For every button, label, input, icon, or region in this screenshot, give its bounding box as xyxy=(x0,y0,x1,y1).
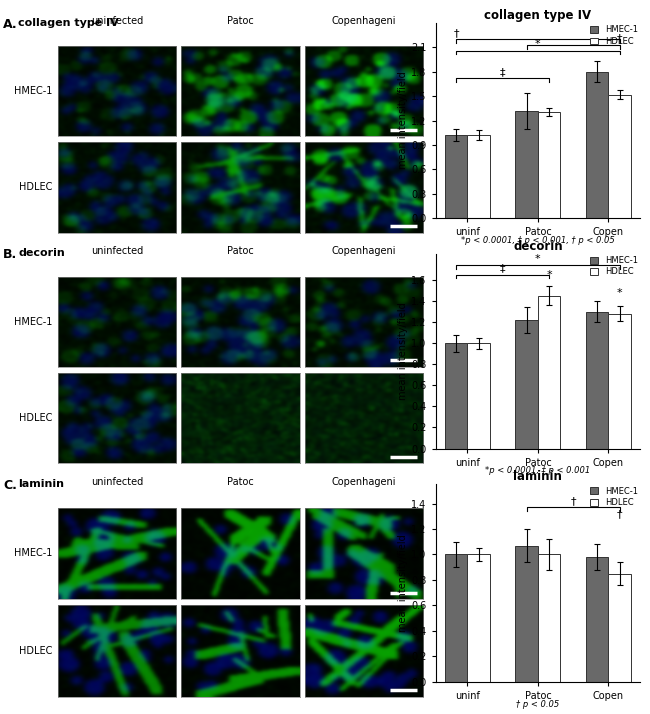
Bar xyxy=(608,573,631,682)
Bar xyxy=(467,343,490,448)
Text: Copenhageni: Copenhageni xyxy=(332,477,396,487)
Bar xyxy=(515,545,538,682)
Bar xyxy=(586,72,608,218)
Text: uninfected: uninfected xyxy=(91,16,143,26)
Text: *: * xyxy=(535,39,541,49)
Text: uninfected: uninfected xyxy=(91,477,143,487)
Text: Patoc: Patoc xyxy=(227,246,254,256)
Bar xyxy=(608,94,631,218)
Bar xyxy=(538,296,560,448)
Text: ‡: ‡ xyxy=(500,263,505,273)
Title: decorin: decorin xyxy=(513,240,563,253)
Text: Patoc: Patoc xyxy=(227,477,254,487)
Text: HMEC-1: HMEC-1 xyxy=(14,86,52,96)
Text: HDLEC: HDLEC xyxy=(19,646,52,656)
Legend: HMEC-1, HDLEC: HMEC-1, HDLEC xyxy=(590,26,638,46)
Text: B.: B. xyxy=(3,248,18,261)
Text: C.: C. xyxy=(3,479,17,492)
Bar xyxy=(515,320,538,448)
Bar xyxy=(445,343,467,448)
Text: HMEC-1: HMEC-1 xyxy=(14,548,52,558)
Bar xyxy=(586,557,608,682)
Bar xyxy=(445,135,467,218)
Text: †: † xyxy=(617,509,623,519)
Legend: HMEC-1, HDLEC: HMEC-1, HDLEC xyxy=(590,256,638,276)
Bar xyxy=(467,555,490,682)
Text: collagen type IV: collagen type IV xyxy=(18,18,119,28)
Text: HDLEC: HDLEC xyxy=(19,413,52,423)
Bar xyxy=(515,111,538,218)
Text: †: † xyxy=(617,34,623,44)
Text: *: * xyxy=(547,270,552,280)
Y-axis label: mean intensity/field: mean intensity/field xyxy=(398,302,408,400)
Y-axis label: mean intensity/field: mean intensity/field xyxy=(398,534,408,632)
Text: †: † xyxy=(453,28,459,38)
Bar xyxy=(445,555,467,682)
Text: *p < 0.0001, ‡ p < 0.001, † p < 0.05: *p < 0.0001, ‡ p < 0.001, † p < 0.05 xyxy=(461,236,615,245)
Bar xyxy=(586,312,608,448)
Bar xyxy=(538,555,560,682)
Text: Copenhageni: Copenhageni xyxy=(332,246,396,256)
Text: decorin: decorin xyxy=(18,248,65,258)
Text: HMEC-1: HMEC-1 xyxy=(14,317,52,327)
Text: *p < 0.0001, ‡ p < 0.001: *p < 0.0001, ‡ p < 0.001 xyxy=(486,466,590,476)
Text: *: * xyxy=(535,253,541,263)
Text: Copenhageni: Copenhageni xyxy=(332,16,396,26)
Bar xyxy=(608,313,631,448)
Title: laminin: laminin xyxy=(514,471,562,483)
Text: † p < 0.05: † p < 0.05 xyxy=(516,700,560,708)
Y-axis label: mean intensity/field: mean intensity/field xyxy=(398,71,408,169)
Text: HDLEC: HDLEC xyxy=(19,183,52,193)
Text: Patoc: Patoc xyxy=(227,16,254,26)
Text: uninfected: uninfected xyxy=(91,246,143,256)
Text: ‡: ‡ xyxy=(500,67,505,77)
Text: *: * xyxy=(617,288,623,298)
Text: †: † xyxy=(571,496,576,506)
Text: A.: A. xyxy=(3,18,18,31)
Legend: HMEC-1, HDLEC: HMEC-1, HDLEC xyxy=(590,487,638,507)
Bar xyxy=(467,135,490,218)
Bar xyxy=(538,112,560,218)
Title: collagen type IV: collagen type IV xyxy=(484,9,592,22)
Text: laminin: laminin xyxy=(18,479,64,489)
